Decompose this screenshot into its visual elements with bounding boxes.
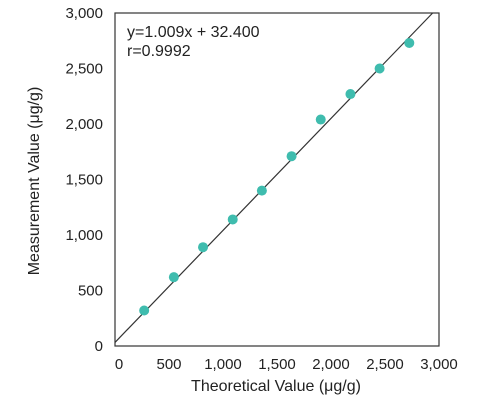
y-axis-label: Measurement Value (μg/g) (26, 87, 43, 276)
data-point (404, 37, 415, 48)
y-tick-label: 0 (95, 338, 103, 355)
x-tick-label: 2,000 (312, 356, 350, 373)
x-tick-label: 3,000 (420, 356, 458, 373)
y-tick-label: 1,000 (65, 227, 103, 244)
x-tick-label: 0 (115, 356, 123, 373)
data-point (374, 63, 385, 74)
x-tick-label: 1,000 (204, 356, 242, 373)
data-point (198, 242, 209, 253)
plot-area-frame (114, 12, 440, 347)
correlation-coefficient: r=0.9992 (127, 43, 191, 60)
data-point (315, 114, 326, 125)
y-axis-ticks: 0 500 1,000 1,500 2,000 2,500 3,000 (65, 5, 103, 355)
y-tick-label: 1,500 (65, 172, 103, 189)
data-points (139, 37, 415, 316)
data-point (168, 272, 179, 283)
regression-line (114, 12, 434, 343)
data-point (139, 305, 150, 316)
y-tick-label: 2,500 (65, 61, 103, 78)
data-point (345, 89, 356, 100)
x-axis-ticks: 0 500 1,000 1,500 2,000 2,500 3,000 (115, 356, 458, 373)
data-point (227, 214, 238, 225)
regression-equation: y=1.009x + 32.400 (127, 24, 260, 41)
y-tick-label: 500 (78, 283, 103, 300)
x-tick-label: 1,500 (258, 356, 296, 373)
y-tick-label: 3,000 (65, 5, 103, 22)
data-point (286, 151, 297, 162)
y-tick-label: 2,000 (65, 116, 103, 133)
x-axis-label: Theoretical Value (μg/g) (191, 378, 361, 395)
x-tick-label: 2,500 (366, 356, 404, 373)
data-point (256, 185, 267, 196)
x-tick-label: 500 (156, 356, 181, 373)
